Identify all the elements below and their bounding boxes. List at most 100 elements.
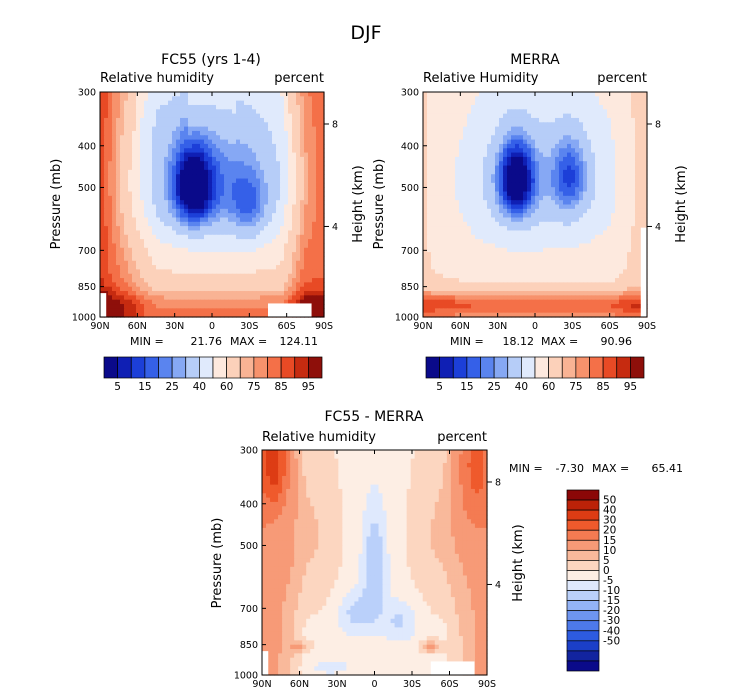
- field-cell: [280, 148, 285, 154]
- field-cell: [439, 187, 444, 193]
- field-cell: [491, 169, 496, 175]
- field-cell: [220, 92, 225, 97]
- field-cell: [236, 269, 241, 275]
- field-cell: [228, 117, 233, 123]
- field-cell: [160, 178, 165, 184]
- field-cell: [288, 230, 293, 236]
- field-cell: [264, 273, 269, 279]
- field-cell: [260, 178, 265, 184]
- field-cell: [631, 96, 636, 102]
- field-cell: [148, 278, 153, 283]
- field-cell: [112, 217, 117, 223]
- field-cell: [280, 234, 285, 240]
- field-cell: [236, 130, 241, 136]
- field-cell: [212, 126, 217, 132]
- field-cell: [152, 243, 157, 249]
- field-cell: [631, 113, 636, 119]
- field-cell: [108, 126, 113, 132]
- field-cell: [495, 113, 500, 119]
- field-cell: [483, 191, 488, 197]
- field-cell: [603, 191, 608, 197]
- field-cell: [423, 143, 428, 149]
- field-cell: [164, 252, 169, 258]
- field-cell: [543, 126, 548, 132]
- field-cell: [555, 243, 560, 249]
- field-cell: [256, 152, 261, 158]
- field-cell: [136, 273, 141, 279]
- field-cell: [164, 117, 169, 123]
- field-cell: [292, 117, 297, 123]
- field-cell: [471, 187, 476, 193]
- field-cell: [615, 204, 620, 210]
- field-cell: [272, 234, 277, 240]
- field-cell: [515, 187, 520, 193]
- field-cell: [276, 221, 281, 227]
- field-cell: [232, 273, 237, 279]
- field-cell: [152, 282, 157, 288]
- field-cell: [136, 96, 141, 102]
- field-cell: [591, 152, 596, 158]
- field-cell: [507, 239, 512, 245]
- field-cell: [152, 117, 157, 123]
- field-cell: [308, 139, 313, 145]
- field-cell: [523, 226, 528, 232]
- field-cell: [439, 96, 444, 102]
- field-cell: [220, 286, 225, 292]
- field-cell: [200, 100, 205, 106]
- field-cell: [100, 273, 105, 279]
- field-cell: [184, 291, 189, 296]
- field-cell: [260, 230, 265, 236]
- field-cell: [304, 130, 309, 136]
- field-cell: [619, 139, 624, 145]
- field-cell: [268, 195, 273, 201]
- field-cell: [184, 221, 189, 227]
- field-cell: [152, 178, 157, 184]
- field-cell: [563, 200, 568, 206]
- field-cell: [587, 187, 592, 193]
- field-cell: [260, 217, 265, 223]
- field-cell: [176, 126, 181, 132]
- field-cell: [252, 299, 257, 305]
- field-cell: [260, 161, 265, 167]
- field-cell: [591, 230, 596, 236]
- field-cell: [479, 148, 484, 154]
- field-cell: [220, 304, 225, 309]
- field-cell: [252, 191, 257, 197]
- field-cell: [212, 139, 217, 145]
- field-cell: [607, 139, 612, 145]
- field-cell: [236, 96, 241, 102]
- field-cell: [427, 230, 432, 236]
- field-cell: [499, 234, 504, 240]
- field-cell: [284, 200, 289, 206]
- field-cell: [543, 96, 548, 102]
- colorbar-box: [103, 356, 118, 379]
- field-cell: [459, 126, 464, 132]
- field-cell: [144, 169, 149, 175]
- field-cell: [112, 273, 117, 279]
- field-cell: [148, 187, 153, 193]
- field-cell: [208, 100, 213, 106]
- field-cell: [112, 256, 117, 262]
- field-cell: [244, 217, 249, 223]
- field-cell: [236, 226, 241, 232]
- field-cell: [300, 273, 305, 279]
- field-cell: [104, 104, 109, 110]
- field-cell: [475, 126, 480, 132]
- field-cell: [439, 104, 444, 110]
- field-cell: [431, 161, 436, 167]
- field-cell: [236, 304, 241, 309]
- field-cell: [116, 273, 121, 279]
- field-cell: [124, 92, 129, 97]
- field-cell: [108, 109, 113, 115]
- field-cell: [236, 165, 241, 171]
- field-cell: [559, 156, 564, 162]
- field-cell: [583, 148, 588, 154]
- field-cell: [124, 126, 129, 132]
- field-cell: [507, 230, 512, 236]
- field-cell: [575, 165, 580, 171]
- field-cell: [224, 152, 229, 158]
- field-cell: [475, 195, 480, 201]
- field-cell: [136, 156, 141, 162]
- field-cell: [635, 104, 640, 110]
- field-cell: [196, 304, 201, 309]
